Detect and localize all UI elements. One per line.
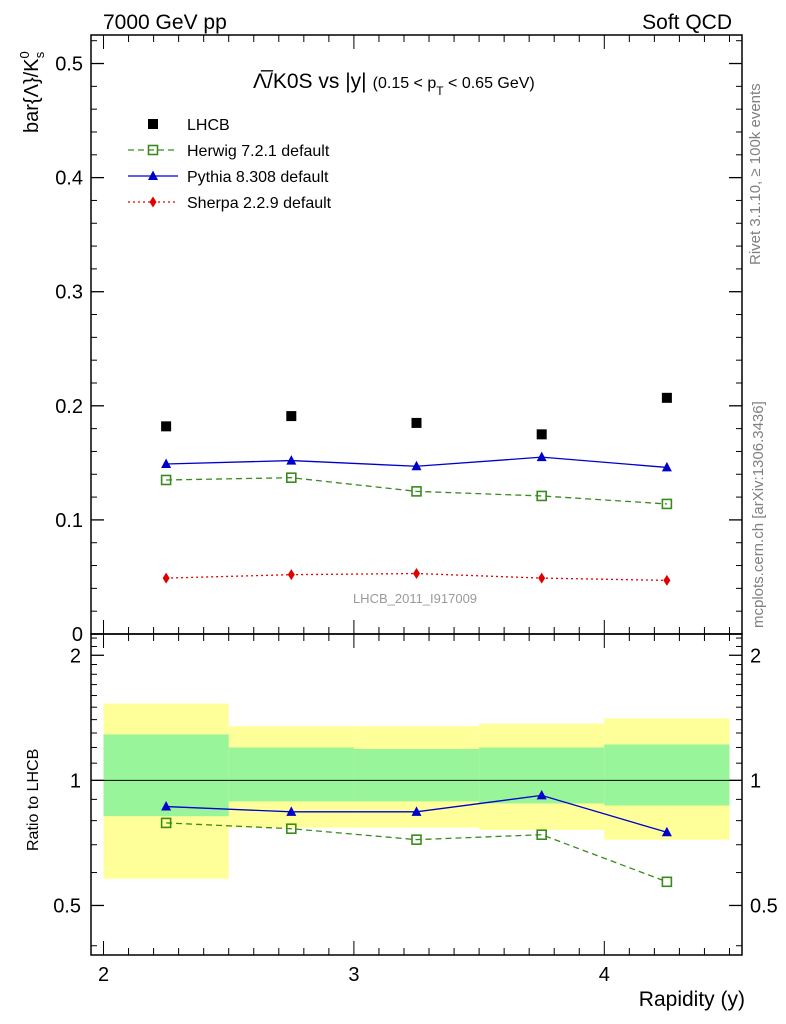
legend-sherpa-marker: [149, 196, 157, 208]
main-pythia-point: [411, 460, 422, 471]
main-herwig-point: [661, 498, 673, 510]
category-label: Soft QCD: [642, 11, 732, 34]
main-pythia-point: [661, 461, 672, 472]
ratio-band-1sigma: [604, 744, 730, 806]
ratio-uncertainty-bands: [91, 703, 742, 879]
ratio-y-tick-label-left: 1: [70, 770, 81, 792]
ratio-y-tick-label-right: 2: [750, 645, 761, 667]
main-y-tick-label: 0.5: [55, 54, 83, 76]
main-herwig-point: [160, 474, 172, 486]
title-cut-open: (0.15 < p: [373, 75, 437, 92]
y-label-sub: s: [32, 51, 47, 58]
x-tick-label: 2: [98, 964, 109, 986]
main-y-tick-label: 0.3: [55, 282, 83, 304]
main-lhcb-point: [286, 411, 297, 422]
main-pythia-point: [286, 455, 297, 465]
main-y-tick-label: 0.2: [55, 396, 83, 418]
main-lhcb-point: [411, 417, 422, 428]
ratio-y-tick-label-left: 0.5: [53, 895, 81, 917]
legend-pythia-marker: [148, 170, 158, 180]
ratio-herwig-point: [160, 817, 172, 829]
ratio-y-tick-label-right: 0.5: [750, 895, 778, 917]
title-main: Λ̅/K0S vs |y|: [253, 70, 367, 93]
main-pythia-point: [161, 458, 172, 468]
legend-lhcb-label: LHCB: [187, 117, 230, 134]
ratio-pythia-point: [661, 826, 672, 837]
legend-herwig-marker: [147, 144, 159, 156]
ratio-y-axis-label: Ratio to LHCB: [25, 749, 42, 851]
legend-entry-herwig: Herwig 7.2.1 default: [128, 143, 330, 160]
main-series-pythia: [161, 451, 672, 472]
x-tick-label: 3: [348, 964, 359, 986]
y-label-main: bar{Λ}/K: [21, 58, 43, 133]
main-y-tick-label: 0.4: [55, 168, 83, 190]
ratio-herwig-point: [286, 823, 297, 835]
main-sherpa-point: [663, 574, 671, 586]
ratio-panel: [160, 789, 673, 888]
main-herwig-point: [286, 472, 297, 483]
title-cut-close: < 0.65 GeV): [444, 75, 535, 92]
x-tick-label: 4: [599, 964, 610, 986]
ratio-herwig-line: [166, 822, 668, 883]
ratio-herwig-point: [536, 829, 547, 841]
panel-frames: 0 0.1 0.2 0.3 0.4 0.5 2 3 4 0.5 0.5 1 1 2 2: [53, 34, 778, 986]
main-lhcb-point: [161, 421, 172, 432]
main-sherpa-point: [162, 572, 170, 584]
legend-herwig-label: Herwig 7.2.1 default: [187, 143, 330, 160]
ratio-y-tick-label-right: 1: [750, 770, 761, 792]
main-y-axis-label: bar{Λ}/K0s: [17, 51, 47, 133]
legend-entry-lhcb: LHCB: [148, 117, 230, 134]
main-y-tick-label: 0: [72, 624, 83, 646]
ratio-pythia-point: [161, 801, 172, 811]
ratio-band-1sigma: [228, 747, 354, 802]
main-panel: [160, 392, 673, 586]
y-label-sup: 0: [17, 51, 32, 58]
main-sherpa-point: [287, 569, 295, 581]
main-herwig-point: [411, 486, 422, 497]
analysis-watermark: LHCB_2011_I917009: [353, 591, 477, 606]
main-herwig-point: [536, 490, 547, 502]
main-y-tick-label: 0.1: [55, 510, 83, 532]
ratio-herwig-point: [411, 834, 422, 845]
legend-pythia-label: Pythia 8.308 default: [187, 169, 329, 186]
main-series-lhcb: [161, 392, 672, 440]
legend-entry-sherpa: Sherpa 2.2.9 default: [128, 195, 332, 212]
plot-title: Λ̅/K0S vs |y| (0.15 < pT < 0.65 GeV): [253, 70, 535, 98]
legend-sherpa-label: Sherpa 2.2.9 default: [187, 195, 332, 212]
mcplots-label: mcplots.cern.ch [arXiv:1306.3436]: [750, 401, 767, 628]
ratio-frame: [90, 633, 743, 956]
ratio-series-pythia: [161, 789, 672, 837]
legend-entry-pythia: Pythia 8.308 default: [128, 169, 329, 186]
ratio-y-tick-label-left: 2: [70, 645, 81, 667]
main-sherpa-point: [538, 572, 546, 584]
main-series-herwig: [160, 472, 673, 510]
ratio-band-1sigma: [353, 748, 480, 802]
title-cut-sub: T: [436, 84, 444, 98]
main-lhcb-point: [536, 429, 547, 440]
ratio-pythia-point: [536, 789, 547, 800]
main-lhcb-point: [661, 392, 672, 403]
x-axis-label: Rapidity (y): [639, 988, 745, 1011]
legend-lhcb-marker: [148, 119, 158, 129]
main-sherpa-point: [413, 568, 420, 580]
ratio-series-herwig: [160, 817, 673, 888]
rivet-label: Rivet 3.1.10, ≥ 100k events: [747, 83, 764, 265]
beam-label: 7000 GeV pp: [103, 11, 227, 34]
ratio-pythia-point: [411, 806, 422, 816]
ratio-pythia-point: [286, 806, 297, 816]
main-pythia-point: [536, 451, 547, 462]
main-herwig-line: [166, 477, 667, 505]
ratio-herwig-point: [661, 876, 673, 888]
main-series-sherpa: [162, 568, 671, 586]
legend: LHCB Herwig 7.2.1 default Pythia 8.308 def…: [128, 117, 332, 212]
